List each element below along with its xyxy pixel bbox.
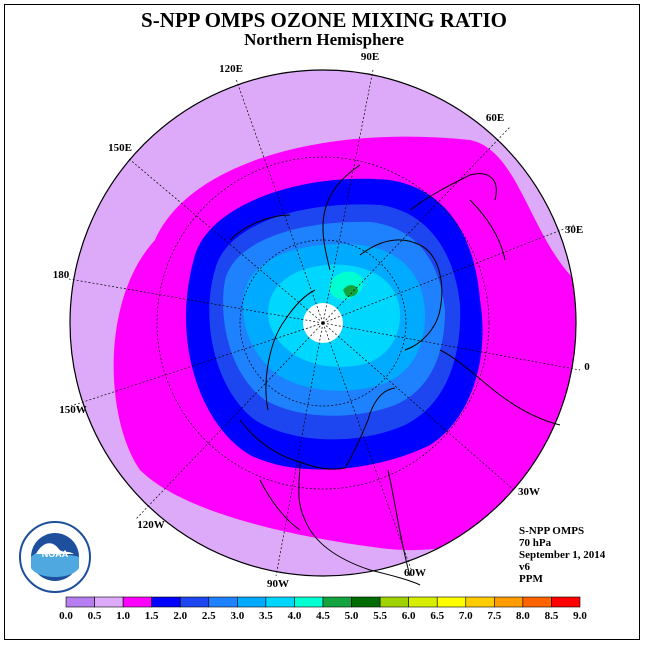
colorbar-swatch [522, 596, 552, 608]
colorbar-swatch [265, 596, 295, 608]
colorbar-tick-label: 2.5 [202, 610, 216, 622]
coastlines [229, 164, 561, 586]
lon-label-60e: 60E [486, 112, 504, 124]
colorbar-swatch [436, 596, 467, 608]
lon-label-180: 180 [53, 269, 70, 281]
map-title: S-NPP OMPS OZONE MIXING RATIO [141, 8, 507, 32]
band-4.5-5.0 [343, 285, 358, 297]
colorbar-swatch [94, 596, 124, 608]
colorbar-tick-label: 6.5 [430, 610, 444, 622]
colorbar-swatch [122, 596, 152, 608]
colorbar-swatch [351, 596, 381, 608]
colorbar-tick-label: 0.0 [59, 610, 73, 622]
lon-label-0: 0 [584, 361, 590, 373]
info-date: September 1, 2014 [519, 549, 606, 561]
info-pressure-level: 70 hPa [519, 537, 552, 549]
lon-label-150e: 150E [108, 142, 132, 154]
colorbar-swatch [379, 596, 409, 608]
noaa-logo: NOAA [18, 520, 92, 594]
colorbar-swatch [151, 596, 181, 608]
colorbar-tick-label: 6.0 [402, 610, 416, 622]
longitude-labels: 90E 60E 30E 0 30W 60W 90W 120W 150W 180 … [53, 51, 591, 590]
map-boundary [69, 69, 577, 577]
colorbar-swatch [494, 596, 524, 608]
colorbar-tick-label: 1.0 [116, 610, 130, 622]
colorbar-swatch [551, 596, 581, 608]
colorbar-tick-label: 1.5 [145, 610, 159, 622]
colorbar-swatch [322, 596, 352, 608]
noaa-seal-icon: NOAA [19, 521, 91, 593]
colorbar-tick-label: 0.5 [88, 610, 102, 622]
colorbar-tick-label: 5.5 [373, 610, 387, 622]
lon-label-60w: 60W [404, 567, 426, 579]
colorbar-swatch [179, 596, 210, 608]
info-instrument: S-NPP OMPS [519, 525, 585, 537]
map-subtitle: Northern Hemisphere [244, 30, 404, 49]
colorbar-tick-label: 3.0 [230, 610, 244, 622]
colorbar-tick-label: 7.0 [459, 610, 473, 622]
colorbar-swatch [294, 596, 324, 608]
colorbar-tick-label: 4.0 [288, 610, 302, 622]
colorbar-swatch [208, 596, 238, 608]
lon-label-90e: 90E [361, 51, 379, 63]
colorbar-tick-label: 8.5 [545, 610, 559, 622]
colorbar-tick-label: 2.0 [173, 610, 187, 622]
figure-frame [4, 4, 640, 640]
colorbar-tick-label: 7.5 [487, 610, 501, 622]
lon-label-30w: 30W [518, 486, 540, 498]
colorbar-tick-label: 3.5 [259, 610, 273, 622]
colorbar-swatch [408, 596, 438, 608]
colorbar-tick-label: 4.5 [316, 610, 330, 622]
lon-label-120w: 120W [137, 519, 165, 531]
info-units: PPM [519, 573, 543, 585]
lon-label-120e: 120E [219, 63, 243, 75]
colorbar-swatch [237, 596, 267, 608]
colorbar-tick-label: 9.0 [573, 610, 587, 622]
noaa-wordmark: NOAA [42, 549, 69, 559]
colorbar-tick-label: 5.0 [345, 610, 359, 622]
colorbar: 0.0 0.5 1.0 1.5 2.0 2.5 3.0 3.5 4.0 4.5 5.0 5.5 6.0 6… [59, 596, 587, 622]
lon-label-150w: 150W [59, 404, 87, 416]
lon-label-30e: 30E [565, 224, 583, 236]
info-block: S-NPP OMPS 70 hPa September 1, 2014 v6 P… [519, 525, 605, 585]
colorbar-swatch [465, 596, 495, 608]
lon-label-90w: 90W [267, 578, 289, 590]
colorbar-swatch [65, 596, 95, 608]
graticule [68, 69, 581, 577]
info-version: v6 [519, 561, 530, 573]
colorbar-tick-label: 8.0 [516, 610, 530, 622]
